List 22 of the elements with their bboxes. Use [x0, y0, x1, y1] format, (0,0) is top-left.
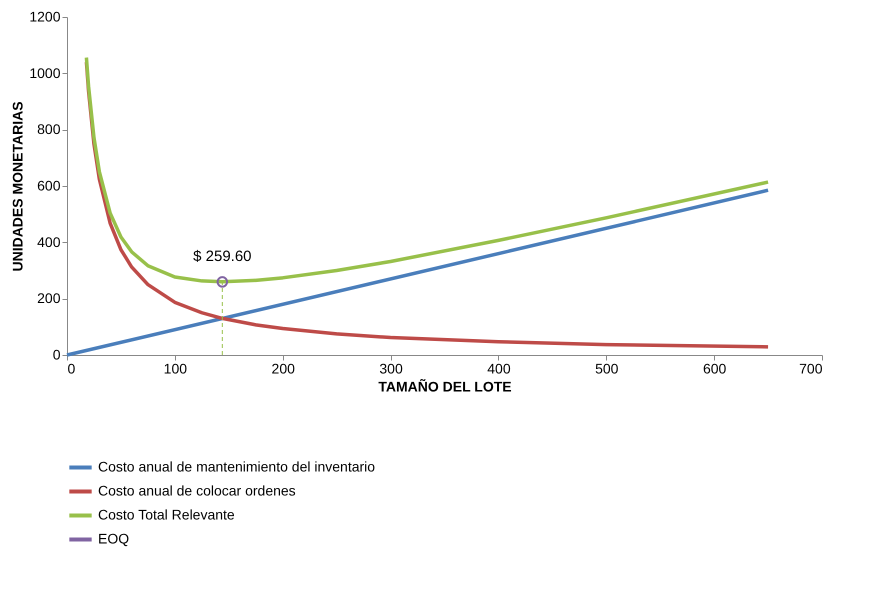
legend-label: Costo anual de colocar ordenes: [98, 482, 296, 498]
x-tick-label: 200: [272, 360, 296, 376]
legend-label: Costo anual de mantenimiento del inventario: [98, 458, 376, 474]
legend-label: Costo Total Relevante: [98, 506, 235, 522]
legend-label: EOQ: [98, 530, 130, 546]
x-tick-label: 500: [595, 360, 619, 376]
y-tick-label: 600: [37, 178, 61, 194]
y-tick-label: 1000: [29, 64, 61, 81]
x-tick-label: 700: [799, 360, 823, 376]
x-axis-title: TAMAÑO DEL LOTE: [378, 378, 512, 394]
y-tick-label: 200: [37, 290, 61, 306]
y-tick-label: 800: [37, 121, 61, 138]
y-tick-label: 400: [37, 234, 61, 250]
annotation: $ 259.60: [193, 248, 252, 265]
x-tick-label: 300: [379, 360, 403, 376]
x-tick-label: 100: [164, 360, 188, 376]
y-tick-label: 1200: [29, 8, 61, 24]
x-tick-label: 0: [68, 360, 76, 376]
y-tick-label: 0: [52, 346, 61, 362]
x-tick-label: 600: [702, 360, 727, 376]
y-axis-title: UNIDADES MONETARIAS: [9, 101, 26, 272]
x-tick-label: 400: [487, 360, 511, 376]
